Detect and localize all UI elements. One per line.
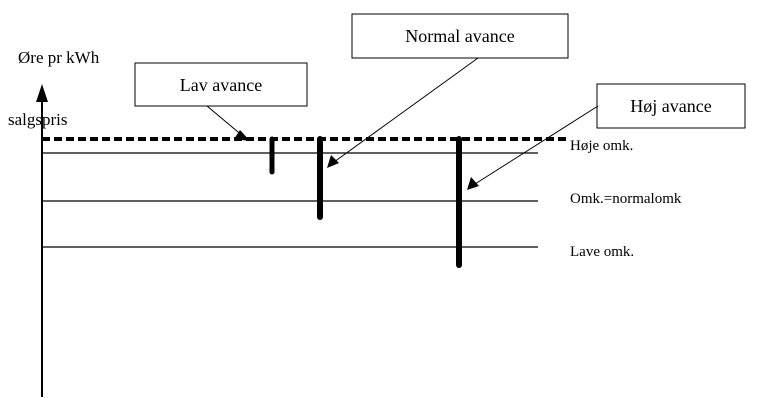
normal-cost-label: Omk.=normalomk (570, 191, 682, 207)
low-margin-label: Lav avance (180, 75, 262, 95)
y-axis-arrowhead (36, 84, 48, 102)
high-margin-label: Høj avance (630, 96, 711, 116)
low-margin-arrowhead (234, 130, 250, 141)
low-cost-label: Lave omk. (570, 244, 634, 260)
normal-margin-arrowhead (327, 155, 339, 168)
selling-price-label: salgspris (8, 110, 68, 129)
normal-margin-box (351, 13, 569, 59)
high-margin-pointer (474, 105, 599, 185)
normal-margin-pointer (333, 57, 479, 163)
y-axis-label: Øre pr kWh (18, 48, 100, 67)
normal-margin-label: Normal avance (405, 26, 514, 46)
high-margin-box (596, 83, 746, 129)
high-margin-arrowhead (467, 177, 479, 190)
high-cost-label: Høje omk. (570, 138, 633, 154)
low-margin-box (134, 62, 308, 107)
low-margin-pointer (206, 105, 245, 138)
